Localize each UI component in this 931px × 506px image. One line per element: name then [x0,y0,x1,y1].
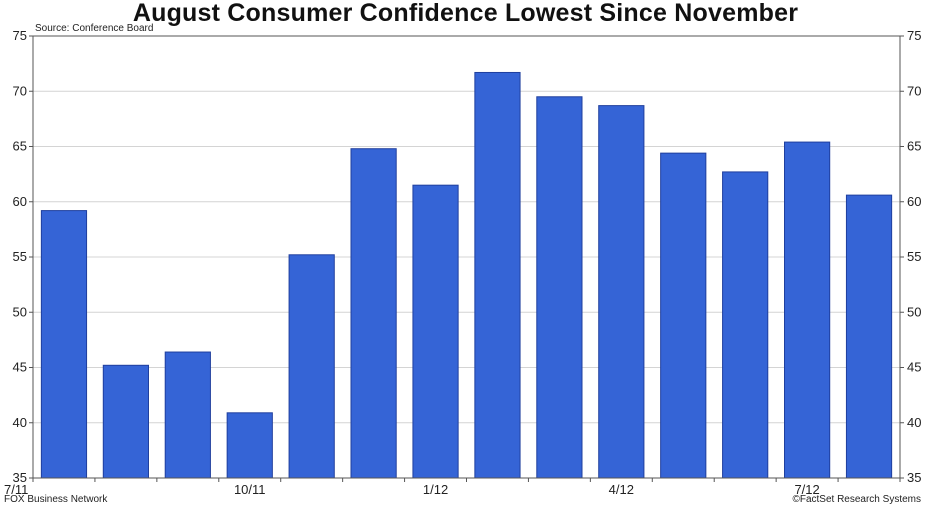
y-tick-label-right: 40 [907,415,921,430]
bar-7-12 [784,141,831,479]
bars [40,71,893,479]
y-tick-label-left: 65 [13,139,27,154]
x-tick-label: 10/11 [234,482,266,497]
y-tick-label-left: 35 [13,470,27,485]
bar-8-11 [102,364,149,479]
y-tick-label-left: 75 [13,28,27,43]
y-tick-label-right: 70 [907,83,921,98]
bar-12-11 [350,148,397,479]
y-tick-label-right: 35 [907,470,921,485]
bar-8-12 [845,194,893,479]
footer-copyright: ©FactSet Research Systems [792,494,921,505]
bar-5-12 [660,152,707,479]
bar-7-11 [40,210,88,479]
y-tick-label-left: 70 [13,83,27,98]
x-tick-label: 1/12 [423,482,448,497]
chart-title: August Consumer Confidence Lowest Since … [132,0,799,27]
bar-2-12 [474,71,521,479]
bar-3-12 [536,96,583,479]
y-axis-left: 35 40 45 50 55 60 65 70 75 [13,28,33,485]
bar-10-11 [226,412,273,479]
y-tick-label-left: 55 [13,249,27,264]
x-tick-label: 7/12 [794,482,819,497]
bar-1-12 [412,184,459,479]
chart-source: Source: Conference Board [35,23,154,34]
y-tick-label-left: 50 [13,304,27,319]
y-tick-label-right: 50 [907,304,921,319]
y-tick-label-right: 60 [907,194,921,209]
y-tick-label-left: 45 [13,360,27,375]
y-tick-label-right: 65 [907,139,921,154]
x-tick-label: 4/12 [609,482,634,497]
y-tick-label-left: 60 [13,194,27,209]
footer-network: FOX Business Network [4,494,108,505]
y-tick-label-right: 45 [907,360,921,375]
gridlines [33,35,900,479]
bar-9-11 [164,351,211,479]
x-tick-label: 7/11 [4,482,28,497]
bar-6-12 [722,171,769,479]
bar-4-12 [598,105,645,479]
y-tick-label-right: 75 [907,28,921,43]
y-axis-right: 35 40 45 50 55 60 65 70 75 [900,28,921,485]
bar-11-11 [288,254,335,479]
y-tick-label-right: 55 [907,249,921,264]
y-tick-label-left: 40 [13,415,27,430]
x-axis: 7/11 10/11 1/12 4/12 7/12 [4,478,901,497]
